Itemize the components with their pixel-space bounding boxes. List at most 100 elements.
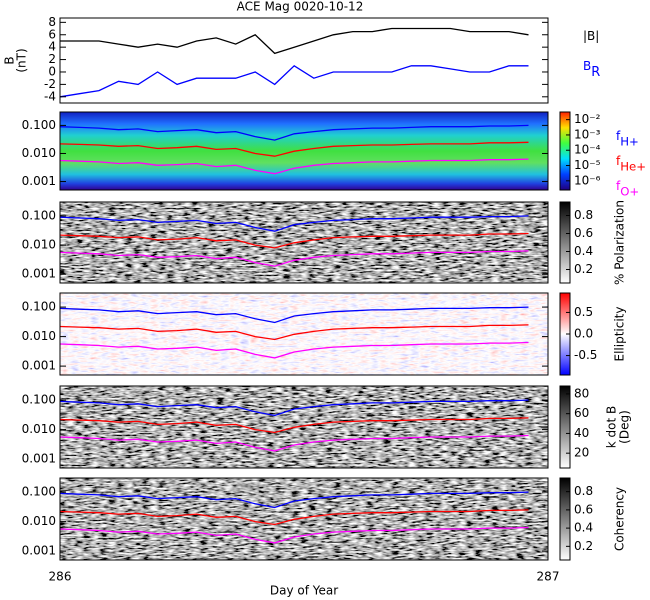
colorbar-tick-label: 0.2 — [574, 539, 593, 553]
plot-frame — [59, 385, 549, 469]
colorbar — [559, 201, 571, 284]
series-line — [59, 306, 529, 324]
colorbar-tick-label: 0.6 — [574, 502, 593, 516]
colorbar-tick-label: -0.5 — [574, 348, 597, 362]
y-tick-label: 2 — [48, 52, 56, 66]
y-tick-label: 6 — [48, 27, 56, 41]
colorbar-tick-label: 40 — [574, 426, 589, 440]
y-tick-label: 0.001 — [22, 174, 56, 188]
plot-frame — [59, 17, 549, 104]
chart-title: ACE Mag 0020-10-12 — [237, 0, 364, 14]
legend-entry: fHe+ — [616, 154, 646, 173]
legend-subscript: O+ — [620, 184, 639, 198]
y-axis-label-unit: (nT) — [15, 48, 29, 72]
legend-label: f — [616, 154, 621, 168]
series-line — [59, 141, 529, 157]
colorbar — [559, 111, 571, 191]
colorbar-label: Ellipticity — [613, 307, 627, 362]
series-line — [59, 491, 529, 509]
legend-label: f — [616, 179, 621, 193]
y-tick-label: -4 — [44, 89, 56, 103]
series-line — [59, 124, 529, 141]
colorbar-tick-label: 80 — [574, 386, 589, 400]
x-axis-label: Day of Year — [270, 584, 338, 598]
colorbar-label: Coherency — [613, 487, 627, 551]
legend-label: f — [616, 129, 621, 143]
x-tick-label: 286 — [49, 570, 72, 584]
y-tick-label: 0.010 — [22, 146, 56, 160]
y-tick-label: 0.100 — [22, 485, 56, 499]
spectrogram-image — [60, 202, 548, 283]
y-axis-label: B — [3, 56, 17, 64]
spectrogram-image — [60, 293, 548, 375]
series-line — [59, 215, 529, 232]
legend-entry: BR — [583, 59, 600, 80]
plot-frame — [59, 201, 549, 284]
y-tick-label: 0.010 — [22, 514, 56, 528]
legend-entry: fO+ — [616, 179, 639, 198]
legend-label: |B| — [583, 29, 599, 43]
colorbar-tick-label: 0.5 — [574, 305, 593, 319]
y-tick-label: 0.001 — [22, 359, 56, 373]
plot-frame — [59, 292, 549, 376]
series-line — [59, 417, 529, 434]
legend-label: B — [583, 59, 591, 73]
colorbar-tick-label: 10⁻³ — [574, 127, 601, 141]
series-line — [59, 526, 529, 544]
y-tick-label: 4 — [48, 40, 56, 54]
legend-subscript: R — [591, 65, 600, 80]
series-line — [60, 27, 529, 55]
plot-frame — [59, 477, 549, 561]
colorbar-label-unit: (Deg) — [618, 410, 632, 444]
y-tick-label: 0.001 — [22, 452, 56, 466]
legend-entry: |B| — [583, 29, 599, 43]
y-tick-label: 0 — [48, 64, 56, 78]
legend-subscript: H+ — [620, 134, 639, 148]
spectrogram-image — [60, 386, 548, 468]
colorbar-tick-label: 20 — [574, 446, 589, 460]
y-tick-label: 8 — [48, 15, 56, 29]
y-tick-label: -2 — [44, 77, 56, 91]
colorbar-tick-label: 10⁻⁴ — [574, 143, 601, 157]
y-tick-label: 0.001 — [22, 544, 56, 558]
series-line — [59, 232, 529, 249]
series-line — [59, 341, 529, 359]
spectrogram-image — [60, 478, 548, 560]
series-line — [59, 399, 529, 417]
y-tick-label: 0.010 — [22, 422, 56, 436]
y-tick-label: 0.010 — [22, 329, 56, 343]
colorbar-tick-label: 0.8 — [574, 208, 593, 222]
colorbar-tick-label: 10⁻⁶ — [574, 173, 601, 187]
colorbar-tick-label: 0.8 — [574, 484, 593, 498]
colorbar-tick-label: 60 — [574, 406, 589, 420]
y-tick-label: 0.001 — [22, 267, 56, 281]
colorbar-label: % Polarization — [613, 200, 627, 285]
colorbar-tick-label: 0.4 — [574, 521, 593, 535]
series-line — [59, 434, 529, 452]
legend-entry: fH+ — [616, 129, 639, 148]
series-line — [59, 324, 529, 341]
x-tick-label: 287 — [537, 570, 560, 584]
colorbar-tick-label: 0.0 — [574, 327, 593, 341]
colorbar-tick-label: 0.2 — [574, 262, 593, 276]
legend-subscript: He+ — [620, 159, 646, 173]
y-tick-label: 0.010 — [22, 238, 56, 252]
colorbar-tick-label: 0.4 — [574, 244, 593, 258]
colorbar-label: k dot B — [605, 406, 619, 448]
plot-frame — [59, 111, 549, 191]
spectrogram-image — [60, 112, 548, 190]
series-line — [59, 64, 529, 98]
colorbar-tick-label: 10⁻⁵ — [574, 158, 601, 172]
y-tick-label: 0.100 — [22, 300, 56, 314]
colorbar — [559, 477, 571, 561]
y-tick-label: 0.100 — [22, 118, 56, 132]
series-line — [59, 158, 529, 175]
colorbar-tick-label: 10⁻² — [574, 112, 601, 126]
y-tick-label: 0.100 — [22, 208, 56, 222]
colorbar-tick-label: 0.6 — [574, 226, 593, 240]
y-tick-label: 0.100 — [22, 393, 56, 407]
series-line — [59, 250, 529, 267]
colorbar — [559, 385, 571, 469]
series-line — [59, 509, 529, 526]
